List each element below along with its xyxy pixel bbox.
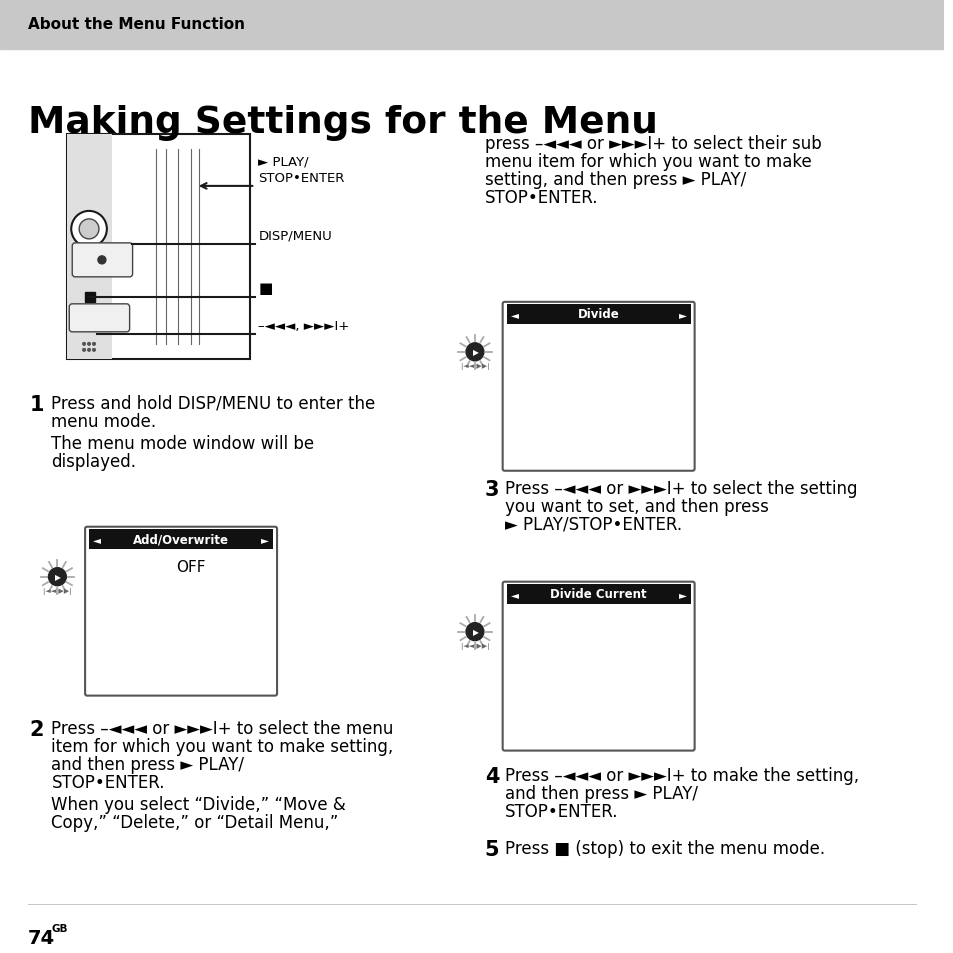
Bar — [506, 584, 690, 604]
Text: STOP•ENTER.: STOP•ENTER. — [484, 189, 598, 207]
Text: GB: GB — [51, 923, 68, 934]
Text: STOP•ENTER.: STOP•ENTER. — [504, 801, 618, 820]
Text: 2: 2 — [30, 719, 44, 739]
Circle shape — [466, 623, 483, 641]
Circle shape — [88, 343, 91, 346]
Text: Copy,” “Delete,” or “Detail Menu,”: Copy,” “Delete,” or “Detail Menu,” — [51, 813, 338, 831]
Circle shape — [79, 219, 99, 239]
Text: ◄: ◄ — [92, 534, 101, 544]
Circle shape — [83, 343, 85, 346]
Circle shape — [71, 212, 107, 248]
Text: |◄◄ ▶▶|: |◄◄ ▶▶| — [460, 363, 489, 370]
Text: The menu mode window will be: The menu mode window will be — [51, 435, 314, 453]
Circle shape — [83, 349, 85, 352]
Text: OFF: OFF — [176, 559, 206, 575]
Circle shape — [83, 343, 85, 346]
Text: ◄: ◄ — [510, 310, 518, 319]
Text: When you select “Divide,” “Move &: When you select “Divide,” “Move & — [51, 795, 346, 813]
Circle shape — [92, 349, 95, 352]
Text: Divide Current: Divide Current — [550, 588, 646, 600]
Text: and then press ► PLAY/: and then press ► PLAY/ — [504, 783, 697, 801]
Circle shape — [92, 343, 95, 346]
Text: Press –◄◄◄ or ►►►I+ to select the setting: Press –◄◄◄ or ►►►I+ to select the settin… — [504, 479, 856, 497]
Text: |◄◄ ▶▶|: |◄◄ ▶▶| — [43, 588, 71, 595]
Text: Press –◄◄◄ or ►►►I+ to select the menu: Press –◄◄◄ or ►►►I+ to select the menu — [51, 719, 394, 737]
FancyBboxPatch shape — [85, 527, 276, 696]
Text: Press ■ (stop) to exit the menu mode.: Press ■ (stop) to exit the menu mode. — [504, 839, 824, 857]
FancyBboxPatch shape — [72, 244, 132, 277]
Text: –◄◄◄, ►►►I+: –◄◄◄, ►►►I+ — [258, 319, 349, 333]
Text: item for which you want to make setting,: item for which you want to make setting, — [51, 737, 394, 755]
FancyBboxPatch shape — [502, 302, 694, 471]
Text: Press –◄◄◄ or ►►►I+ to make the setting,: Press –◄◄◄ or ►►►I+ to make the setting, — [504, 766, 858, 783]
Circle shape — [83, 349, 85, 352]
Text: 1: 1 — [30, 395, 44, 415]
Circle shape — [466, 343, 483, 361]
Text: ► PLAY/STOP•ENTER.: ► PLAY/STOP•ENTER. — [504, 516, 681, 533]
Text: ► PLAY/
STOP•ENTER: ► PLAY/ STOP•ENTER — [258, 155, 344, 185]
FancyBboxPatch shape — [70, 305, 130, 333]
Text: ▶: ▶ — [55, 573, 61, 581]
Text: ►: ► — [261, 534, 269, 544]
Text: 74: 74 — [28, 928, 54, 947]
Text: Divide: Divide — [578, 308, 618, 321]
Circle shape — [49, 568, 66, 586]
Text: ◄: ◄ — [510, 589, 518, 599]
Text: setting, and then press ► PLAY/: setting, and then press ► PLAY/ — [484, 171, 745, 189]
Circle shape — [92, 343, 95, 346]
Text: STOP•ENTER.: STOP•ENTER. — [51, 773, 165, 791]
Bar — [68, 134, 250, 359]
Text: ▶: ▶ — [473, 348, 478, 357]
Text: press –◄◄◄ or ►►►I+ to select their sub: press –◄◄◄ or ►►►I+ to select their sub — [484, 134, 821, 152]
Circle shape — [88, 349, 91, 352]
Text: you want to set, and then press: you want to set, and then press — [504, 497, 768, 516]
Circle shape — [98, 256, 106, 265]
Bar — [85, 293, 95, 302]
Text: and then press ► PLAY/: and then press ► PLAY/ — [51, 755, 244, 773]
Circle shape — [88, 349, 91, 352]
FancyBboxPatch shape — [502, 582, 694, 751]
Bar — [68, 134, 112, 359]
Text: ■: ■ — [258, 280, 273, 295]
Text: displayed.: displayed. — [51, 453, 136, 470]
Bar — [0, 0, 943, 50]
Text: 3: 3 — [484, 479, 498, 499]
Text: 5: 5 — [484, 839, 499, 859]
Text: menu item for which you want to make: menu item for which you want to make — [484, 152, 811, 171]
Text: |◄◄ ▶▶|: |◄◄ ▶▶| — [460, 642, 489, 649]
Circle shape — [92, 349, 95, 352]
Bar — [506, 305, 690, 324]
Text: Add/Overwrite: Add/Overwrite — [132, 533, 229, 546]
Bar — [89, 529, 273, 549]
Text: 4: 4 — [484, 766, 498, 786]
Text: Press and hold DISP/MENU to enter the: Press and hold DISP/MENU to enter the — [51, 395, 375, 413]
Text: ►: ► — [678, 589, 686, 599]
Text: Making Settings for the Menu: Making Settings for the Menu — [28, 105, 657, 141]
Circle shape — [88, 343, 91, 346]
Text: ►: ► — [678, 310, 686, 319]
Text: About the Menu Function: About the Menu Function — [28, 17, 245, 32]
Text: ▶: ▶ — [473, 627, 478, 637]
Text: menu mode.: menu mode. — [51, 413, 156, 431]
Text: DISP/MENU: DISP/MENU — [258, 230, 332, 243]
